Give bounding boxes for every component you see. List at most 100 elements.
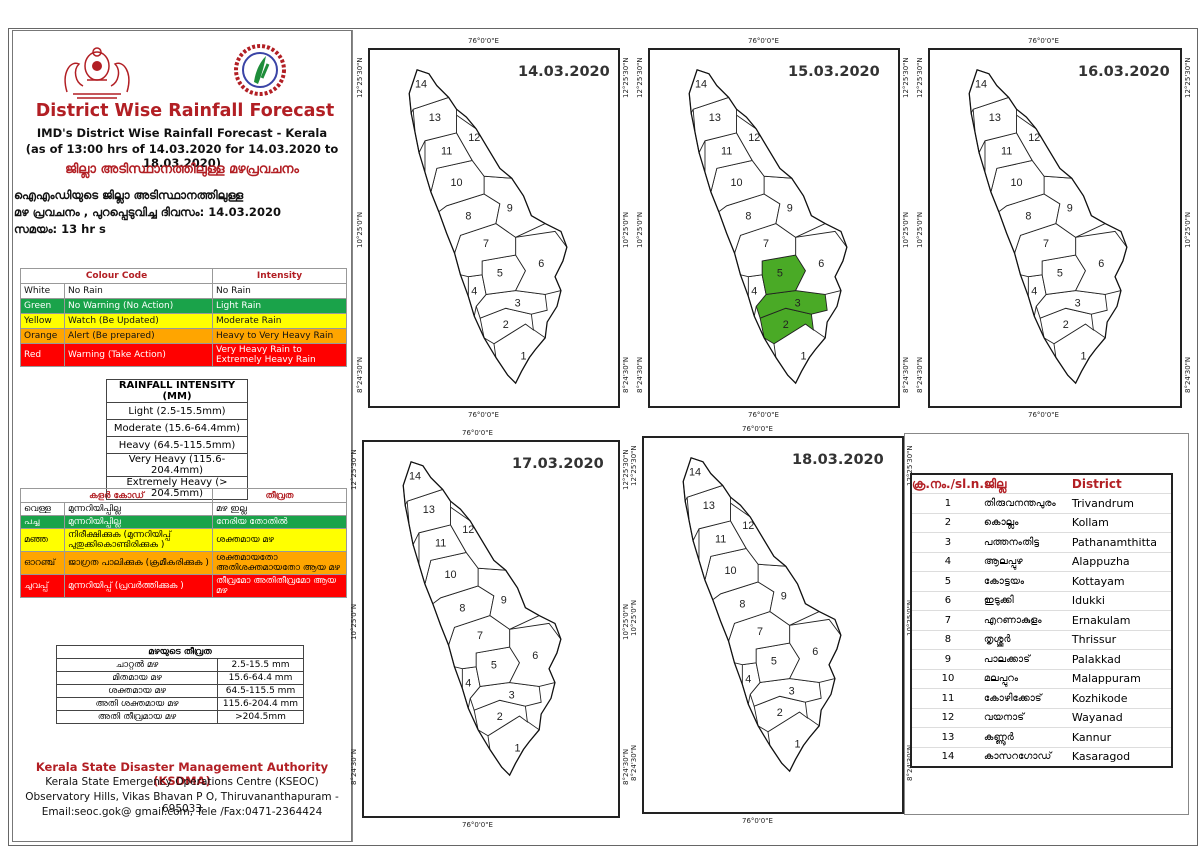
latitude-label: 12°25'30"N [356,57,364,98]
district-ml-name: കോട്ടയം [983,571,1072,592]
latitude-label: 12°25'30"N [916,57,924,98]
ml-intensity-label: ചാറ്റൽ മഴ [56,658,218,672]
latitude-label: 8°24'30"N [1184,356,1192,393]
district-number-label: 13 [703,500,715,512]
district-ml-name: വയനാട് [983,708,1072,728]
ml-intensity-label: ശക്തമായ മഴ [56,684,218,698]
district-number-label: 11 [441,146,452,158]
longitude-label: 76°0'0"E [468,411,499,419]
district-number-label: 12 [742,520,754,532]
ml-intensity-title: മഴയുടെ തീവ്രത [56,645,304,659]
district-sl: 8 [911,630,984,650]
district-number-label: 2 [1063,319,1069,331]
ml-colour-intensity: മഴ ഇല്ല [212,502,347,516]
district-number-label: 1 [800,351,806,363]
colour-name: Orange [20,328,65,344]
district-row: 2 കൊല്ലം Kollam [911,513,1172,533]
footer-contact: Email:seoc.gok@ gmail.com, Tele /Fax:047… [41,806,323,818]
district-sl: 4 [911,552,984,572]
district-number-label: 10 [444,569,456,581]
longitude-label: 76°0'0"E [1028,411,1059,419]
latitude-label: 12°25'30"N [630,445,638,486]
ml-issue-line: മഴ പ്രവചനം , പുറപ്പെടുവിച്ച ദിവസം: 14.03… [14,205,281,219]
district-en-name: Pathanamthitta [1071,532,1172,553]
district-number-label: 3 [1075,297,1081,309]
district-table: ക്ര.നം./sl.n. ജില്ല District 1 തിരുവനന്തപ… [910,473,1173,768]
district-en-name: Palakkad [1071,649,1172,670]
district-row: 5 കോട്ടയം Kottayam [911,571,1172,592]
footer-centre: Kerala State Emergency Operations Centre… [45,776,319,788]
district-row: 7 എറണാകുളം Ernakulam [911,610,1172,631]
district-ml-name: കോഴിക്കോട് [983,688,1072,709]
district-row: 6 ഇടുക്കി Idukki [911,591,1172,611]
rainfall-intensity-row: Moderate (15.6-64.4mm) [106,419,248,437]
district-sl: 14 [911,747,984,767]
district-number-label: 1 [794,739,800,751]
rainfall-intensity-row: Very Heavy (115.6-204.4mm) [106,453,248,477]
latitude-label: 8°24'30"N [636,356,644,393]
district-legend-box [904,433,1189,815]
colour-code-row: Yellow Watch (Be Updated) Moderate Rain [20,313,347,329]
district-ml-name: കാസറഗോഡ് [983,747,1072,767]
info-panel [12,30,352,842]
district-ml-name: കണ്ണൂർ [983,727,1072,748]
district-en-name: Wayanad [1071,708,1172,728]
district-number-label: 4 [751,285,757,297]
latitude-label: 8°24'30"N [350,748,358,785]
rainfall-intensity-row: Heavy (64.5-115.5mm) [106,436,248,454]
district-number-label: 11 [721,146,732,158]
ml-colour-name: ചുവപ്പ് [20,574,65,598]
header-subtitle: IMD's District Wise Rainfall Forecast - … [36,126,328,140]
page-border [8,28,1198,846]
ml-intensity-range: >204.5mm [217,710,304,724]
ml-colour-code-header: കളർ കോഡ് [20,488,213,503]
district-en-name: Ernakulam [1071,610,1172,631]
district-number-label: 5 [497,268,503,280]
map-date: 17.03.2020 [512,456,604,472]
district-ml-name: തിരുവനന്തപുരം [983,493,1072,514]
district-number-label: 2 [783,319,789,331]
colour-meaning: Warning (Take Action) [64,343,213,367]
district-number-label: 14 [689,467,701,479]
district-number-label: 11 [435,538,446,550]
district-number-label: 5 [1057,268,1063,280]
latitude-label: 10°25'0"N [622,211,630,248]
district-row: 1 തിരുവനന്തപുരം Trivandrum [911,493,1172,514]
ml-colour-row: വെള്ള മുന്നറിയിപ്പില്ല മഴ ഇല്ല [20,502,347,516]
map-date: 16.03.2020 [1078,64,1170,80]
page-title: District Wise Rainfall Forecast [35,101,335,121]
colour-code-header: Colour Code [20,268,213,284]
ml-intensity-range: 115.6-204.4 mm [217,697,304,711]
latitude-label: 10°25'0"N [350,603,358,640]
district-number-label: 8 [465,211,471,223]
district-number-label: 8 [739,599,745,611]
ml-intensity-range: 15.6-64.4 mm [217,671,304,685]
kerala-outline [408,69,568,385]
longitude-label: 76°0'0"E [748,411,779,419]
ml-colour-meaning: മുന്നറിയിപ്പ് (പ്രവർത്തിക്കുക ) [64,574,213,598]
colour-code-row: Red Warning (Take Action) Very Heavy Rain … [20,343,347,367]
map-date: 18.03.2020 [792,452,884,468]
district-en-name: Kozhikode [1071,688,1172,709]
ml-colour-row: പച്ച മുന്നറിയിപ്പില്ല നേരിയ തോതിൽ [20,515,347,529]
ml-colour-code-table: കളർ കോഡ് തീവ്രത വെള്ള മുന്നറിയിപ്പില്ല മഴ … [20,488,347,598]
district-sl: 9 [911,649,984,670]
district-number-label: 10 [450,177,462,189]
latitude-label: 8°24'30"N [630,744,638,781]
longitude-label: 76°0'0"E [748,37,779,45]
district-number-label: 9 [1067,203,1073,215]
colour-intensity: No Rain [212,283,347,299]
ml-intensity-row: മിതമായ മഴ 15.6-64.4 mm [56,671,304,685]
ml-colour-name: പച്ച [20,515,65,529]
latitude-label: 10°25'0"N [1184,211,1192,248]
ml-title: ജില്ലാ അടിസ്ഥാനത്തിലുള്ള മഴപ്രവചനം [65,162,299,177]
rainfall-intensity-table: RAINFALL INTENSITY (MM) Light (2.5-15.5m… [106,379,248,500]
ml-intensity-label: മിതമായ മഴ [56,671,218,685]
district-number-label: 13 [989,112,1001,124]
district-number-label: 3 [509,689,515,701]
footer-address: Observatory Hills, Vikas Bhavan P O, Thi… [25,791,339,815]
district-ml-name: തൃശ്ശൂർ [983,630,1072,650]
district-sl: 3 [911,532,984,553]
map-date: 15.03.2020 [788,64,880,80]
